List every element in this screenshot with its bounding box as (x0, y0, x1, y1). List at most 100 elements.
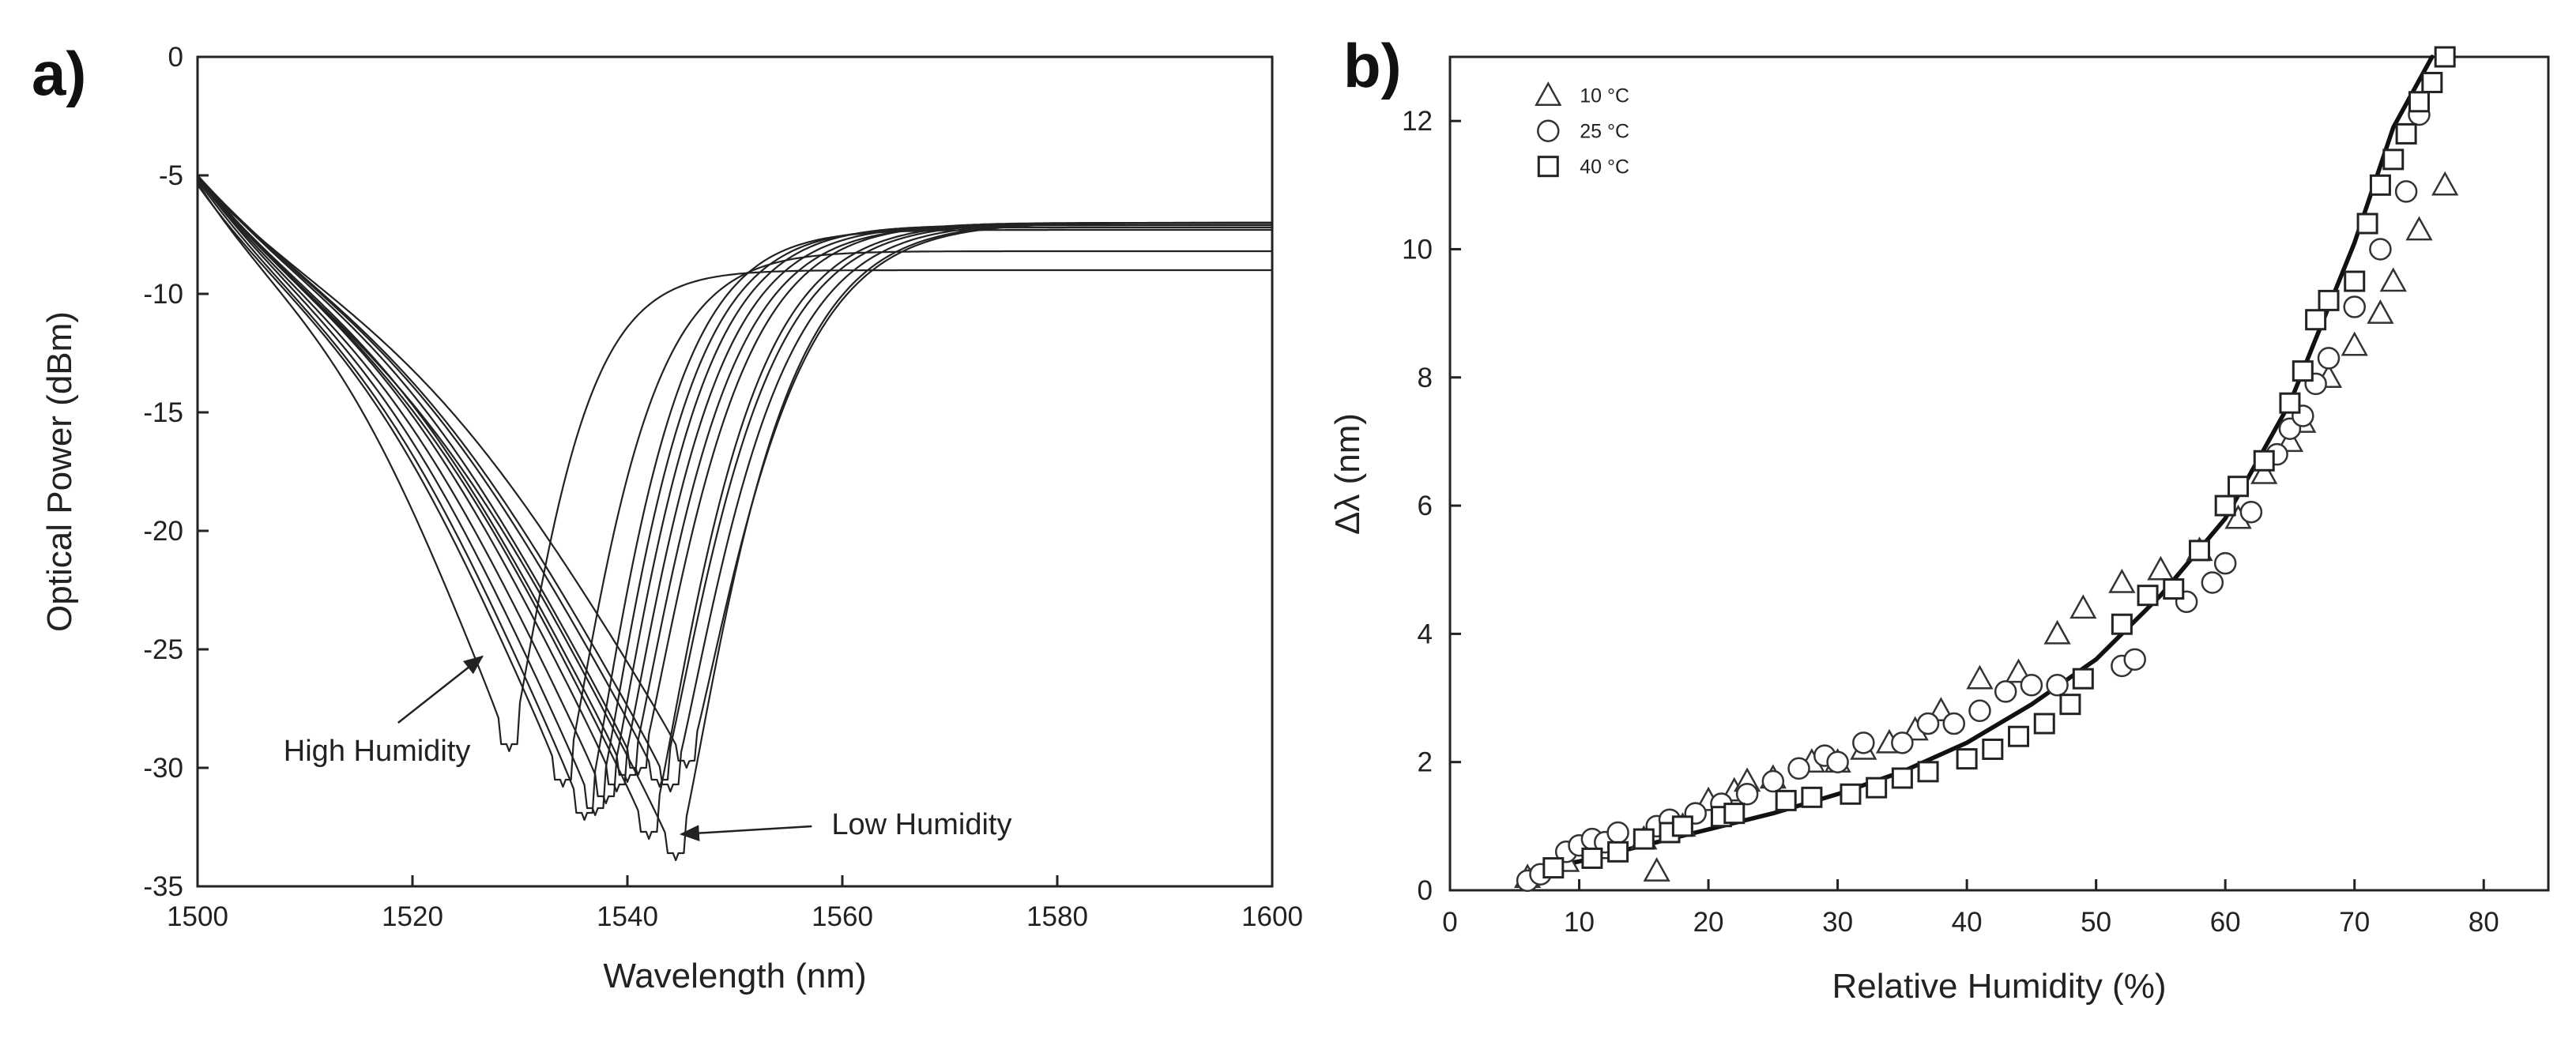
x-tick-label: 70 (2339, 907, 2370, 938)
x-tick-label: 1540 (597, 901, 658, 932)
y-axis-title: Δλ (nm) (1328, 413, 1367, 535)
axis-ticks: 0 10 20 30 40 50 60 70 80 0 2 4 6 8 10 12 (1402, 106, 2499, 938)
square-point (2279, 392, 2301, 414)
square-point (2253, 449, 2275, 472)
scatter-points (1513, 46, 2459, 893)
y-tick-label: 0 (1418, 875, 1433, 906)
square-point (2033, 713, 2055, 735)
circle-point (1994, 680, 2017, 703)
annotations: High Humidity Low Humidity (284, 655, 1011, 842)
x-tick-label: 20 (1693, 907, 1724, 938)
spectrum-line-8 (197, 175, 1272, 777)
fit-curve (1525, 55, 2435, 874)
spectrum-line-2 (197, 184, 1272, 788)
legend-label: 40 °C (1580, 156, 1629, 179)
y-tick-label: 2 (1418, 747, 1433, 778)
circle-point (2123, 648, 2146, 671)
x-tick-label: 1560 (812, 901, 873, 932)
annotation-arrow (397, 655, 484, 724)
circle-point (2046, 674, 2069, 697)
annotation-arrow (679, 825, 812, 842)
circle-point (1916, 712, 1940, 735)
square-point (2072, 668, 2094, 690)
x-tick-label: 1520 (382, 901, 443, 932)
x-tick-label: 80 (2469, 907, 2499, 938)
axis-ticks: 1500 1520 1540 1560 1580 1600 0 -5 -10 -15 -20 -25 -… (143, 42, 1303, 932)
square-point (1801, 786, 1823, 808)
square-point (2188, 540, 2210, 562)
circle-point (1891, 731, 1914, 754)
circle-point (2020, 674, 2043, 697)
circle-point (2343, 295, 2366, 318)
triangle-point (2250, 459, 2278, 484)
circle-point (1735, 783, 1759, 806)
square-point (2356, 212, 2378, 235)
x-tick-label: 50 (2081, 907, 2111, 938)
spectrum-line-13 (197, 179, 1272, 769)
square-point (1982, 738, 2004, 760)
x-tick-label: 10 (1564, 907, 1595, 938)
y-tick-label: -25 (143, 634, 183, 665)
spectrum-line-4 (197, 177, 1272, 817)
x-tick-label: 1580 (1026, 901, 1088, 932)
legend-label: 10 °C (1580, 85, 1629, 107)
circle-point (2394, 180, 2418, 203)
square-point (2228, 476, 2250, 498)
spectrum-line-3 (197, 179, 1272, 822)
panel-a-chart: 1500 1520 1540 1560 1580 1600 0 -5 -10 -15 -20 -25 -… (40, 42, 1303, 995)
triangle-point (2405, 216, 2433, 241)
spectrum-line-7 (197, 177, 1272, 784)
circle-point (1968, 699, 1991, 723)
panel-b-label: b) (1343, 31, 1402, 100)
triangle-point (2367, 299, 2394, 324)
annotation-label: High Humidity (284, 735, 471, 768)
square-point (2318, 289, 2340, 311)
spectrum-line-11 (197, 175, 1272, 793)
square-point (1956, 748, 1978, 770)
circle-point (2239, 500, 2263, 524)
circle-point (2213, 551, 2237, 575)
spectrum-line-10 (197, 175, 1272, 788)
x-tick-label: 1500 (167, 901, 228, 932)
square-point (2111, 613, 2133, 635)
square-point (2395, 122, 2417, 145)
triangle-point (2069, 594, 2097, 619)
square-point (2008, 725, 2030, 747)
y-tick-label: 8 (1418, 363, 1433, 393)
y-tick-label: 4 (1418, 619, 1433, 649)
y-axis-title: Optical Power (dBm) (40, 311, 79, 632)
square-point (2292, 360, 2314, 382)
x-axis-title: Wavelength (nm) (603, 957, 866, 995)
square-point (1840, 783, 1862, 805)
square-point (1581, 847, 1603, 869)
square-point (2059, 694, 2081, 716)
panel-b-chart: 0 10 20 30 40 50 60 70 80 0 2 4 6 8 10 12 10 °C 25 °C 40 … (1328, 46, 2550, 1006)
square-point (2305, 309, 2327, 331)
circle-point (1787, 757, 1810, 780)
y-tick-label: -20 (143, 516, 183, 547)
legend-marker-triangle (1535, 81, 1562, 106)
circle-point (1761, 769, 1785, 793)
circle-point (2317, 347, 2341, 370)
square-point (1542, 857, 1565, 879)
circle-point (1606, 821, 1629, 844)
y-tick-label: -30 (143, 753, 183, 784)
square-point (2421, 71, 2443, 93)
square-point (2382, 149, 2405, 171)
x-tick-label: 40 (1952, 907, 1983, 938)
annotation-label: Low Humidity (831, 808, 1011, 841)
x-tick-label: 0 (1442, 907, 1457, 938)
legend: 10 °C 25 °C 40 °C (1535, 81, 1629, 179)
panel-a-label: a) (32, 39, 86, 108)
triangle-point (1643, 857, 1670, 882)
triangle-point (2379, 267, 2407, 292)
square-point (1607, 841, 1629, 863)
y-tick-label: -10 (143, 279, 183, 310)
square-point (1671, 815, 1693, 837)
spectrum-line-5 (197, 177, 1272, 805)
legend-label: 25 °C (1580, 121, 1629, 143)
y-tick-label: 6 (1418, 491, 1433, 521)
square-point (1917, 761, 1939, 783)
spectrum-line-1 (197, 182, 1272, 753)
